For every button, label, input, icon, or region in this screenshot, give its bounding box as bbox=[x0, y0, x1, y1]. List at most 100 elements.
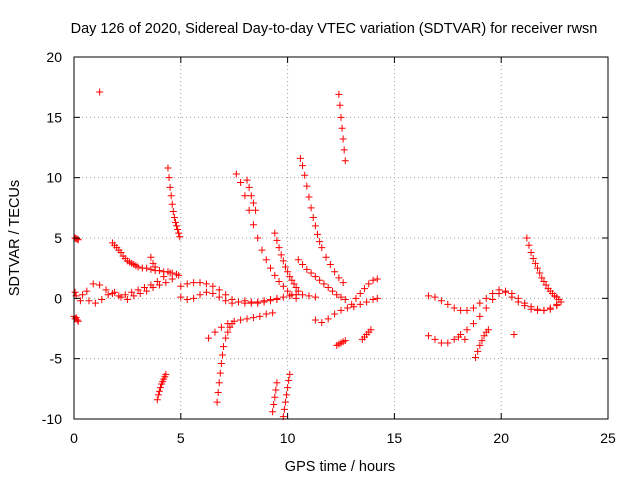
data-point bbox=[174, 226, 182, 234]
data-point bbox=[338, 124, 346, 132]
data-point bbox=[143, 264, 151, 272]
data-point bbox=[437, 339, 445, 347]
data-point bbox=[331, 268, 339, 276]
x-axis-ticks: 0 5 10 15 20 25 bbox=[70, 57, 616, 446]
data-point bbox=[262, 310, 270, 318]
data-point bbox=[514, 294, 522, 302]
data-point bbox=[339, 279, 347, 287]
data-point bbox=[222, 334, 230, 342]
data-point bbox=[341, 337, 349, 345]
data-point bbox=[245, 206, 253, 214]
data-point bbox=[256, 312, 264, 320]
data-point bbox=[177, 293, 185, 301]
series-trace-27 bbox=[425, 287, 561, 347]
data-point bbox=[134, 286, 142, 294]
y-tick-label: -10 bbox=[42, 411, 62, 427]
data-point bbox=[538, 274, 546, 282]
series-trace-31 bbox=[510, 331, 518, 339]
data-point bbox=[352, 294, 360, 302]
data-point bbox=[294, 256, 302, 264]
data-point bbox=[540, 277, 548, 285]
data-point bbox=[267, 264, 275, 272]
data-point bbox=[241, 192, 249, 200]
data-point bbox=[495, 290, 503, 298]
series-trace-08 bbox=[164, 164, 184, 241]
data-point bbox=[162, 370, 170, 378]
data-point bbox=[316, 276, 324, 284]
data-point bbox=[271, 229, 279, 237]
data-point bbox=[173, 270, 181, 278]
data-point bbox=[279, 282, 287, 290]
series-trace-29 bbox=[472, 326, 492, 361]
data-point bbox=[501, 287, 509, 295]
data-point bbox=[305, 292, 313, 300]
data-point bbox=[249, 221, 257, 229]
data-point bbox=[450, 304, 458, 312]
data-point bbox=[476, 312, 484, 320]
series-trace-06 bbox=[108, 239, 181, 278]
chart-title: Day 126 of 2020, Sidereal Day-to-day VTE… bbox=[71, 21, 598, 37]
data-point bbox=[284, 287, 292, 295]
data-point bbox=[336, 101, 344, 109]
data-point bbox=[373, 294, 381, 302]
data-point bbox=[262, 256, 270, 264]
y-tick-label: 0 bbox=[54, 290, 62, 306]
data-point bbox=[474, 347, 482, 355]
data-point bbox=[269, 309, 277, 317]
data-point bbox=[531, 259, 539, 267]
data-point bbox=[209, 282, 217, 290]
data-point bbox=[155, 267, 163, 275]
data-point bbox=[267, 297, 275, 305]
data-point bbox=[167, 192, 175, 200]
data-point bbox=[149, 259, 157, 267]
data-point bbox=[162, 279, 170, 287]
data-point bbox=[136, 290, 144, 298]
data-point bbox=[437, 297, 445, 305]
data-point bbox=[339, 135, 347, 143]
data-point bbox=[258, 246, 266, 254]
data-point bbox=[73, 316, 81, 324]
data-point bbox=[217, 359, 225, 367]
data-point bbox=[340, 146, 348, 154]
series-trace-09 bbox=[153, 370, 170, 404]
data-point bbox=[134, 263, 142, 271]
data-point bbox=[480, 332, 488, 340]
data-point bbox=[224, 328, 232, 336]
series-trace-05 bbox=[79, 271, 183, 307]
data-point bbox=[216, 369, 224, 377]
data-point bbox=[508, 290, 516, 298]
data-point bbox=[283, 391, 291, 399]
data-point bbox=[373, 275, 381, 283]
data-point bbox=[461, 335, 469, 343]
data-point bbox=[425, 332, 433, 340]
data-point bbox=[281, 398, 289, 406]
data-point bbox=[121, 291, 129, 299]
data-point bbox=[275, 277, 283, 285]
data-point bbox=[294, 287, 302, 295]
data-point bbox=[356, 300, 364, 308]
data-point bbox=[311, 222, 319, 230]
data-point bbox=[171, 218, 179, 226]
data-point bbox=[510, 331, 518, 339]
series-trace-30 bbox=[523, 234, 565, 306]
data-point bbox=[280, 405, 288, 413]
data-point bbox=[311, 293, 319, 301]
data-point bbox=[183, 280, 191, 288]
data-point bbox=[527, 303, 535, 311]
data-point bbox=[151, 263, 159, 271]
data-point bbox=[299, 162, 307, 170]
data-point bbox=[215, 286, 223, 294]
data-point bbox=[489, 290, 497, 298]
data-point bbox=[279, 257, 287, 265]
data-point bbox=[309, 213, 317, 221]
y-tick-label: -5 bbox=[50, 351, 63, 367]
data-point bbox=[183, 296, 191, 304]
data-point bbox=[166, 183, 174, 191]
data-point bbox=[168, 200, 176, 208]
data-point bbox=[333, 291, 341, 299]
data-point bbox=[128, 288, 136, 296]
x-tick-label: 0 bbox=[70, 430, 78, 446]
data-point bbox=[288, 291, 296, 299]
data-point bbox=[277, 251, 285, 259]
data-point bbox=[318, 318, 326, 326]
